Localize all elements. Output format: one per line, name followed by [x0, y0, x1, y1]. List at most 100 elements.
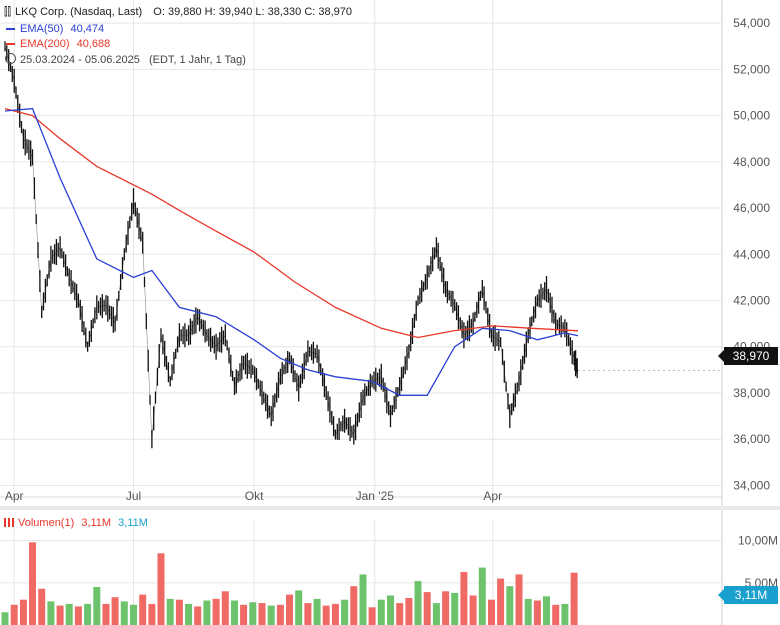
- volume-bar: [524, 598, 532, 625]
- volume-bar: [93, 587, 101, 625]
- ohlc-values: O: 39,880 H: 39,940 L: 38,330 C: 38,970: [153, 6, 353, 18]
- price-tick-label: 42,000: [733, 294, 770, 308]
- volume-bar: [341, 599, 349, 625]
- price-tick-label: 34,000: [733, 478, 770, 492]
- volume-bar: [405, 598, 413, 625]
- volume-bar: [267, 605, 275, 625]
- volume-label: Volumen(1): [18, 517, 75, 529]
- ema200-line: [4, 107, 579, 339]
- price-panel: [0, 0, 722, 497]
- volume-bar: [221, 591, 229, 625]
- price-tick-label: 50,000: [733, 109, 770, 123]
- volume-header: Volumen(1) 3,11M 3,11M: [4, 516, 148, 530]
- volume-bar: [387, 595, 394, 625]
- volume-bar: [74, 606, 82, 625]
- volume-bar: [130, 604, 137, 625]
- volume-bar: [322, 605, 330, 625]
- volume-tick-label: 10,00M: [738, 534, 778, 548]
- last-price-tag: 38,970: [718, 347, 778, 365]
- ema50-swatch: [6, 28, 15, 31]
- volume-bar: [194, 606, 202, 625]
- volume-bar: [442, 591, 450, 625]
- time-tick-label: Jan '25: [356, 489, 395, 503]
- volume-bar: [543, 596, 550, 625]
- volume-bar: [451, 592, 459, 625]
- volume-bar: [175, 599, 183, 625]
- volume-bar: [414, 581, 422, 625]
- volume-bar: [304, 603, 312, 625]
- volume-bar: [47, 601, 55, 625]
- volume-bar: [231, 600, 238, 625]
- volume-bar: [478, 567, 486, 625]
- volume-bar: [350, 586, 358, 625]
- volume-bar: [313, 598, 321, 625]
- volume-bar: [368, 607, 376, 625]
- volume-bar: [19, 599, 27, 625]
- volume-bar: [561, 603, 569, 625]
- volume-bar: [488, 599, 495, 625]
- volume-bar: [120, 601, 128, 625]
- volume-bar: [331, 603, 339, 625]
- volume-bar: [258, 603, 266, 625]
- volume-bar: [533, 600, 541, 625]
- clock-icon: [5, 53, 16, 64]
- volume-bar: [65, 603, 73, 625]
- volume-bar: [552, 604, 560, 625]
- volume-bars-icon: [4, 518, 15, 527]
- volume-bar: [432, 603, 440, 625]
- ema200-legend[interactable]: EMA(200) 40,688: [4, 37, 110, 51]
- volume-bar: [1, 612, 9, 625]
- volume-bar: [515, 574, 523, 625]
- volume-bar: [29, 542, 36, 625]
- ema50-line: [4, 107, 579, 396]
- volume-bar: [570, 572, 578, 625]
- last-volume-tag: 3,11M: [718, 586, 778, 604]
- chart-type-icon[interactable]: ⫿⫿: [4, 6, 12, 18]
- volume-bar: [286, 594, 293, 625]
- volume-bar: [396, 603, 404, 625]
- price-series-line: [4, 46, 579, 440]
- volume-bar: [497, 578, 505, 625]
- chart-header: ⫿⫿ LKQ Corp. (Nasdaq, Last) O: 39,880 H: …: [4, 5, 352, 19]
- volume-bar: [240, 604, 248, 625]
- price-tick-label: 48,000: [733, 155, 770, 169]
- volume-bar: [295, 590, 303, 625]
- time-tick-label: Apr: [5, 489, 24, 503]
- price-tick-label: 44,000: [733, 247, 770, 261]
- ema50-legend[interactable]: EMA(50) 40,474: [4, 22, 104, 36]
- volume-bar: [148, 603, 156, 625]
- volume-bar: [469, 595, 477, 625]
- volume-bar: [102, 603, 110, 625]
- time-tick-label: Okt: [245, 489, 264, 503]
- volume-bar: [10, 604, 18, 625]
- volume-bar: [111, 597, 119, 625]
- volume-bar: [56, 605, 64, 625]
- volume-bar: [166, 598, 174, 625]
- ema50-label: EMA(50): [20, 23, 64, 35]
- volume-bar: [185, 603, 193, 625]
- volume-bar: [423, 592, 431, 625]
- volume-bar: [84, 603, 92, 625]
- time-tick-label: Jul: [126, 489, 141, 503]
- volume-bar: [203, 600, 211, 625]
- volume-bar: [359, 574, 367, 625]
- volume-bar: [139, 594, 147, 625]
- volume-bar: [212, 598, 220, 625]
- volume-bar: [377, 599, 385, 625]
- price-tick-label: 46,000: [733, 201, 770, 215]
- symbol-label: LKQ Corp. (Nasdaq, Last): [15, 6, 143, 18]
- volume-bar: [157, 553, 165, 625]
- volume-bar: [460, 571, 468, 625]
- ema200-value: 40,688: [76, 38, 111, 50]
- price-tick-label: 36,000: [733, 432, 770, 446]
- volume-bar: [38, 588, 46, 625]
- volume-value-red: 3,11M: [81, 517, 112, 529]
- price-tick-label: 38,000: [733, 386, 770, 400]
- ema200-label: EMA(200): [20, 38, 70, 50]
- price-tick-label: 52,000: [733, 62, 770, 76]
- time-tick-label: Apr: [483, 489, 502, 503]
- date-range: 25.03.2024 - 05.06.2025 (EDT, 1 Jahr, 1 …: [4, 53, 246, 67]
- volume-bar: [506, 586, 514, 625]
